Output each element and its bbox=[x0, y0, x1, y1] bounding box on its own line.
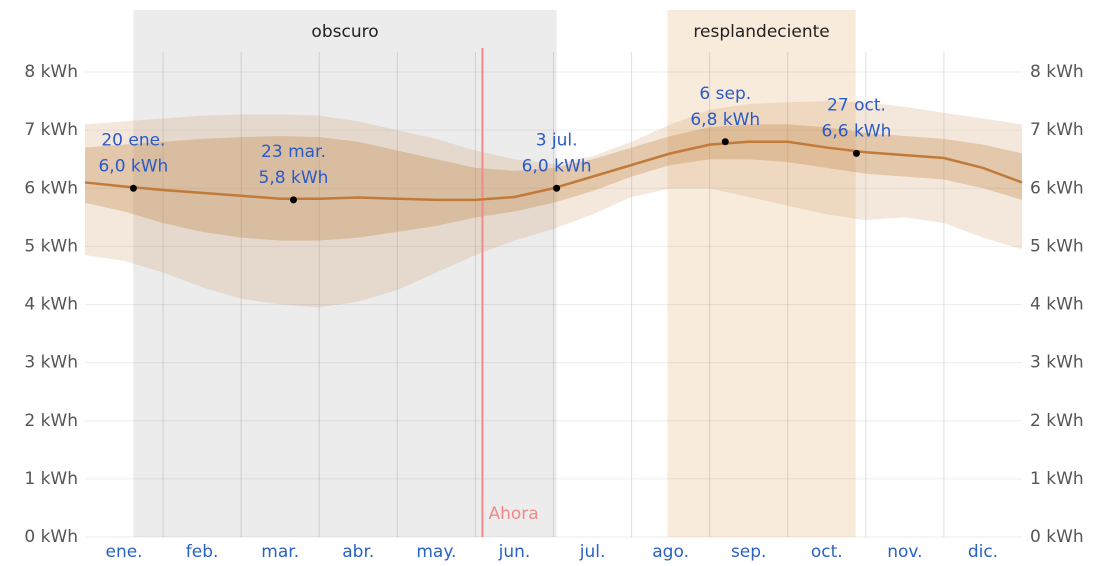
x-tick-label: oct. bbox=[811, 542, 843, 562]
annotation-point bbox=[721, 138, 729, 146]
y-tick-label: 3 kWh bbox=[24, 353, 78, 373]
y-tick-label: 1 kWh bbox=[24, 469, 78, 489]
x-tick-label: dic. bbox=[968, 542, 998, 562]
x-tick-label: mar. bbox=[261, 542, 299, 562]
y-tick-label: 8 kWh bbox=[24, 62, 78, 82]
y2-tick-label: 0 kWh bbox=[1030, 527, 1084, 547]
y-tick-label: 5 kWh bbox=[24, 236, 78, 256]
annotation-date: 3 jul. bbox=[536, 130, 578, 150]
x-tick-label: jun. bbox=[498, 542, 531, 562]
x-tick-label: feb. bbox=[186, 542, 219, 562]
annotation-point bbox=[852, 149, 860, 157]
annotation-point bbox=[289, 196, 297, 204]
y-tick-label: 6 kWh bbox=[24, 178, 78, 198]
annotation-date: 6 sep. bbox=[699, 84, 751, 104]
x-tick-label: sep. bbox=[731, 542, 767, 562]
annotation-date: 20 ene. bbox=[101, 130, 165, 150]
y2-tick-label: 6 kWh bbox=[1030, 178, 1084, 198]
annotation-value: 6,6 kWh bbox=[822, 121, 892, 141]
annotation-value: 6,8 kWh bbox=[690, 110, 760, 130]
annotation-point bbox=[553, 184, 561, 192]
x-tick-label: abr. bbox=[342, 542, 374, 562]
y-tick-label: 7 kWh bbox=[24, 120, 78, 140]
region bbox=[133, 10, 557, 537]
y2-tick-label: 3 kWh bbox=[1030, 353, 1084, 373]
x-tick-label: jul. bbox=[579, 542, 606, 562]
x-tick-label: may. bbox=[416, 542, 456, 562]
annotation-point bbox=[129, 184, 137, 192]
x-tick-label: ago. bbox=[652, 542, 689, 562]
annotation-date: 23 mar. bbox=[261, 142, 326, 162]
y2-tick-label: 8 kWh bbox=[1030, 62, 1084, 82]
annotation-date: 27 oct. bbox=[827, 95, 886, 115]
x-tick-label: nov. bbox=[887, 542, 922, 562]
y2-tick-label: 4 kWh bbox=[1030, 295, 1084, 315]
region-label: obscuro bbox=[311, 22, 378, 42]
y-tick-label: 0 kWh bbox=[24, 527, 78, 547]
annotation-value: 5,8 kWh bbox=[259, 168, 329, 188]
annotation-value: 6,0 kWh bbox=[98, 156, 168, 176]
band bbox=[85, 124, 1022, 241]
region-label: resplandeciente bbox=[693, 22, 829, 42]
y-tick-label: 2 kWh bbox=[24, 411, 78, 431]
region bbox=[667, 10, 856, 537]
annotation-value: 6,0 kWh bbox=[522, 156, 592, 176]
x-tick-label: ene. bbox=[105, 542, 142, 562]
y2-tick-label: 5 kWh bbox=[1030, 236, 1084, 256]
y2-tick-label: 2 kWh bbox=[1030, 411, 1084, 431]
y-tick-label: 4 kWh bbox=[24, 295, 78, 315]
now-label: Ahora bbox=[488, 504, 538, 524]
band bbox=[85, 101, 1022, 308]
y2-tick-label: 1 kWh bbox=[1030, 469, 1084, 489]
y2-tick-label: 7 kWh bbox=[1030, 120, 1084, 140]
